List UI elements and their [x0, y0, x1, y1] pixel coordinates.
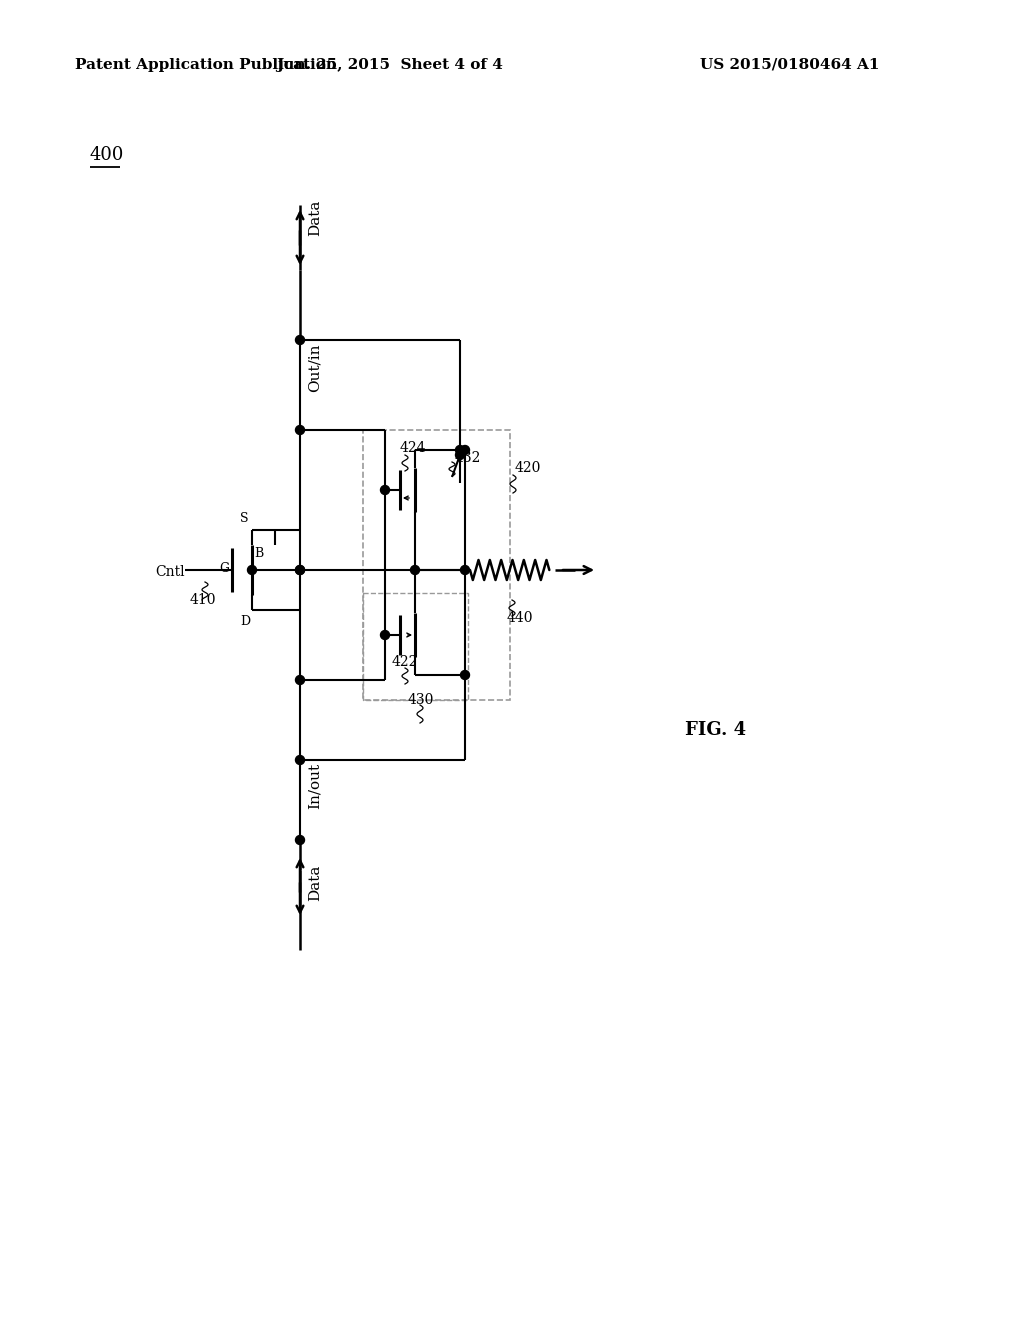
Text: Patent Application Publication: Patent Application Publication — [75, 58, 337, 73]
Circle shape — [296, 335, 304, 345]
Text: 422: 422 — [392, 655, 419, 669]
Text: D: D — [240, 615, 250, 628]
Text: 440: 440 — [507, 611, 534, 624]
Text: 430: 430 — [408, 693, 434, 708]
Circle shape — [296, 425, 304, 434]
Circle shape — [411, 565, 420, 574]
Text: G: G — [219, 561, 229, 574]
Circle shape — [296, 565, 304, 574]
Circle shape — [296, 755, 304, 764]
Circle shape — [296, 836, 304, 845]
Circle shape — [461, 446, 469, 454]
Circle shape — [296, 565, 304, 574]
Text: B: B — [254, 546, 263, 560]
Bar — [362, 593, 468, 700]
Text: S: S — [240, 512, 249, 525]
Text: Cntl: Cntl — [156, 565, 185, 579]
Circle shape — [461, 671, 469, 680]
Circle shape — [456, 446, 465, 454]
Text: Data: Data — [308, 865, 322, 902]
Text: 424: 424 — [400, 441, 427, 455]
Text: US 2015/0180464 A1: US 2015/0180464 A1 — [700, 58, 880, 73]
Bar — [362, 430, 510, 700]
Text: In/out: In/out — [308, 763, 322, 809]
Text: Data: Data — [308, 201, 322, 236]
Text: 420: 420 — [515, 461, 542, 475]
Circle shape — [381, 486, 389, 495]
Circle shape — [248, 565, 256, 574]
Circle shape — [461, 565, 469, 574]
Circle shape — [296, 676, 304, 685]
Text: Jun. 25, 2015  Sheet 4 of 4: Jun. 25, 2015 Sheet 4 of 4 — [276, 58, 504, 73]
Text: Out/in: Out/in — [308, 343, 322, 392]
Text: FIG. 4: FIG. 4 — [685, 721, 746, 739]
Text: 400: 400 — [90, 147, 124, 164]
Text: 410: 410 — [190, 593, 216, 607]
Circle shape — [456, 450, 465, 459]
Text: 432: 432 — [455, 451, 481, 465]
Circle shape — [381, 631, 389, 639]
